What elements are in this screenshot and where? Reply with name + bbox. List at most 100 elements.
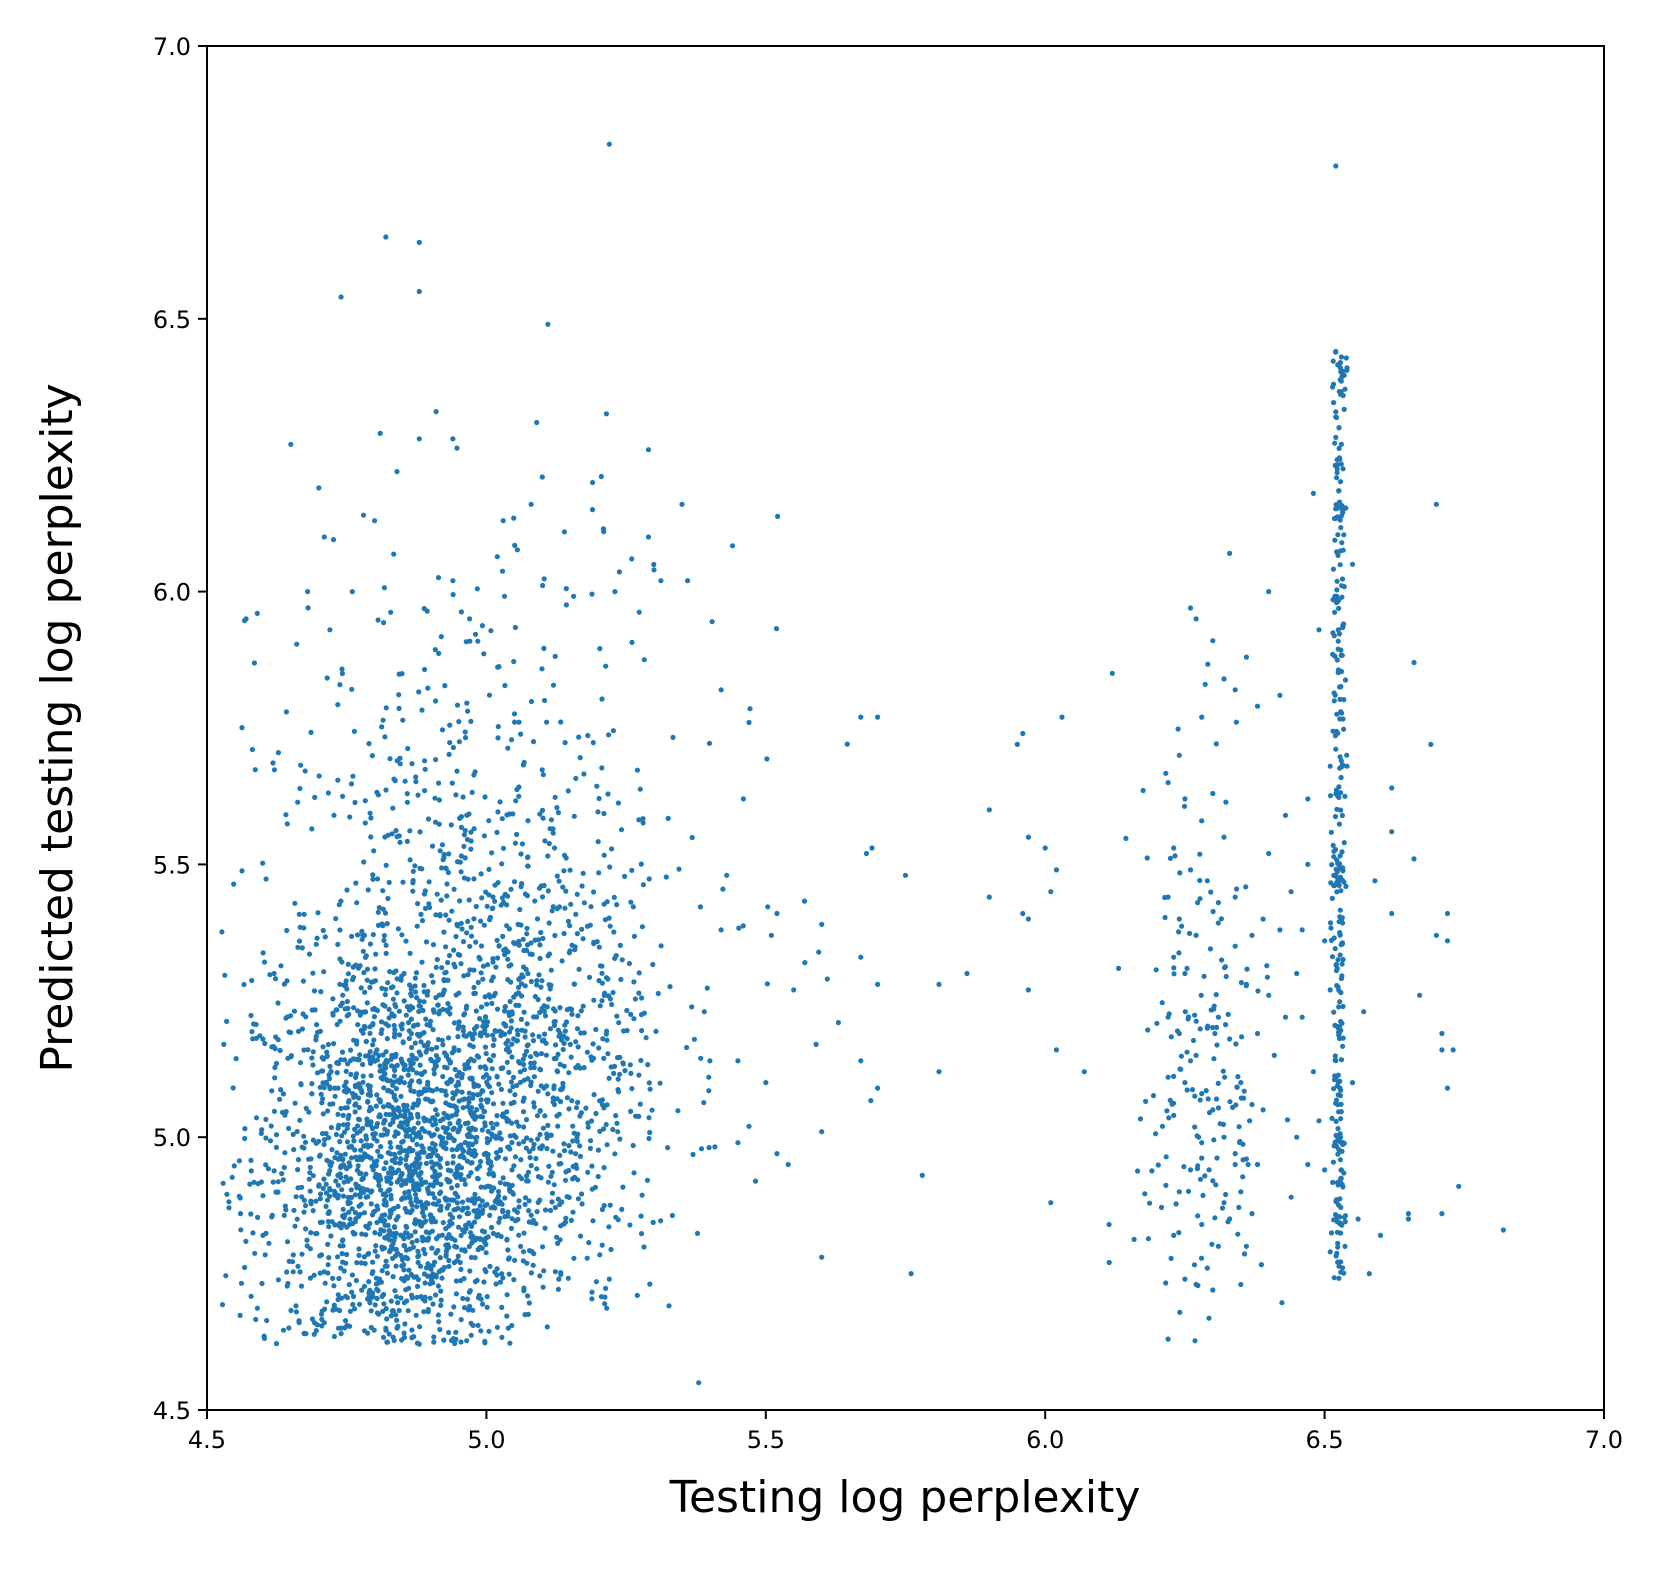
scatter-point (421, 1115, 427, 1121)
scatter-point (1328, 880, 1334, 886)
scatter-point (349, 589, 355, 595)
scatter-point (417, 1324, 423, 1330)
scatter-point (1340, 547, 1346, 553)
scatter-point (334, 1254, 341, 1260)
scatter-point (785, 1161, 791, 1168)
scatter-point (563, 888, 569, 894)
scatter-point (338, 294, 344, 300)
scatter-point (384, 1131, 390, 1137)
scatter-point (353, 1071, 360, 1077)
scatter-point (602, 1294, 608, 1300)
scatter-point (507, 1340, 513, 1346)
scatter-point (467, 638, 473, 644)
scatter-point (456, 1082, 462, 1088)
scatter-point (416, 1173, 422, 1179)
scatter-point (492, 898, 498, 904)
scatter-point (1337, 1220, 1343, 1227)
scatter-point (562, 1022, 568, 1028)
scatter-point (574, 1135, 580, 1141)
scatter-point (372, 1058, 378, 1064)
scatter-point (443, 1092, 449, 1098)
scatter-point (1439, 1211, 1445, 1217)
scatter-point (433, 1250, 439, 1256)
scatter-point (364, 1000, 370, 1006)
scatter-point (694, 1230, 701, 1236)
scatter-point (388, 609, 394, 615)
scatter-point (636, 990, 642, 996)
scatter-point (433, 409, 439, 415)
scatter-point (432, 1142, 438, 1148)
scatter-point (451, 1137, 457, 1143)
scatter-point (395, 1203, 401, 1210)
scatter-point (419, 707, 425, 713)
scatter-point (597, 1003, 603, 1009)
scatter-point (355, 1022, 361, 1028)
scatter-point (434, 891, 440, 897)
scatter-point (474, 1175, 481, 1181)
scatter-point (580, 870, 586, 876)
scatter-point (542, 1113, 548, 1119)
scatter-point (360, 512, 367, 518)
scatter-point (1327, 920, 1334, 926)
scatter-point (380, 906, 386, 912)
scatter-point (544, 1145, 550, 1152)
scatter-point (591, 997, 597, 1003)
scatter-point (1197, 896, 1203, 902)
scatter-point (510, 1084, 516, 1090)
scatter-point (283, 1207, 289, 1213)
scatter-point (486, 1171, 492, 1177)
scatter-point (1249, 932, 1255, 938)
scatter-point (497, 1279, 503, 1285)
scatter-point (321, 1137, 328, 1143)
scatter-point (478, 1158, 484, 1165)
scatter-point (573, 775, 579, 782)
scatter-point (364, 1122, 370, 1128)
scatter-point (370, 1022, 376, 1028)
scatter-point (566, 950, 573, 956)
scatter-point (340, 992, 346, 998)
scatter-point (1336, 425, 1342, 431)
scatter-point (277, 1096, 283, 1102)
scatter-point (858, 714, 864, 720)
scatter-point (348, 1071, 354, 1077)
scatter-point (352, 1109, 358, 1115)
scatter-point (397, 839, 403, 845)
scatter-point (378, 1144, 384, 1150)
scatter-point (380, 1052, 386, 1058)
scatter-point (355, 1008, 361, 1014)
scatter-point (474, 1092, 481, 1098)
scatter-point (404, 1103, 410, 1109)
scatter-point (368, 1119, 374, 1125)
scatter-point (414, 1294, 420, 1300)
scatter-point (248, 1168, 254, 1174)
scatter-point (560, 1046, 566, 1053)
scatter-point (451, 886, 457, 892)
scatter-point (314, 935, 320, 941)
scatter-point (1334, 578, 1340, 584)
scatter-point (342, 1212, 348, 1218)
scatter-point (651, 561, 657, 568)
scatter-point (1176, 1230, 1182, 1236)
scatter-point (483, 1072, 489, 1078)
scatter-point (457, 952, 463, 958)
scatter-point (427, 1273, 433, 1279)
scatter-point (288, 441, 294, 447)
scatter-point (359, 928, 365, 935)
scatter-point (271, 1168, 277, 1174)
scatter-point (1143, 1098, 1149, 1104)
scatter-point (406, 1189, 412, 1195)
scatter-point (590, 1041, 596, 1047)
scatter-point (283, 812, 289, 818)
scatter-point (325, 1270, 331, 1276)
scatter-point (596, 1045, 602, 1051)
scatter-point (1338, 377, 1344, 383)
scatter-point (455, 1253, 461, 1259)
scatter-point (1165, 1074, 1171, 1080)
scatter-point (718, 687, 724, 693)
scatter-point (248, 1211, 254, 1217)
scatter-point (419, 866, 425, 872)
scatter-point (422, 1298, 428, 1304)
scatter-point (1335, 1259, 1341, 1265)
scatter-point (555, 1286, 562, 1292)
scatter-point (382, 1126, 388, 1132)
